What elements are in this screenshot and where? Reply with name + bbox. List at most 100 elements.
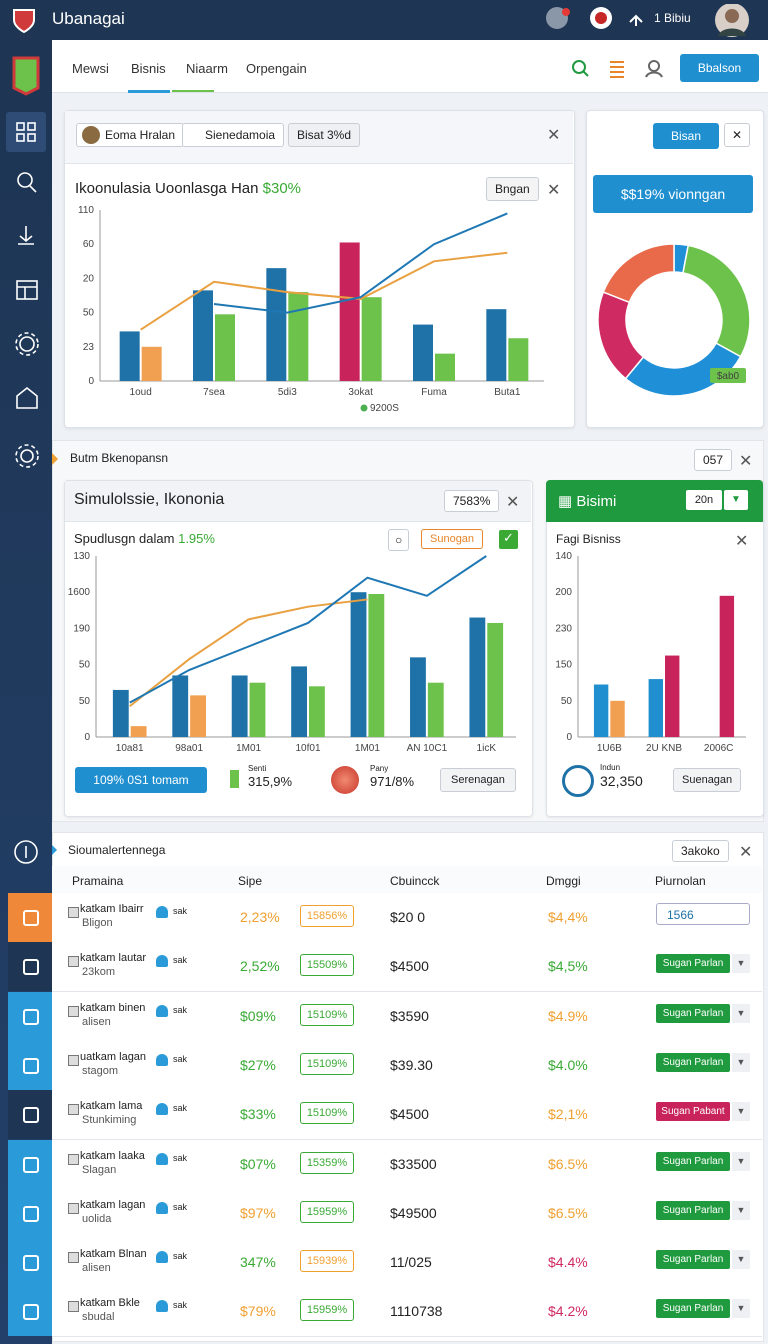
- row-action[interactable]: Sugan Parlan: [656, 1299, 730, 1319]
- footer-action[interactable]: Suenagan: [673, 768, 742, 792]
- y-tick-label: 60: [83, 239, 95, 250]
- tag-icon: [156, 1201, 168, 1214]
- row-dropdown[interactable]: ▼: [732, 1102, 750, 1122]
- value-tag: [710, 368, 746, 383]
- row-action[interactable]: Sugan Parlan: [656, 954, 730, 974]
- user-name[interactable]: 1 Bibiu: [654, 11, 691, 25]
- column-header[interactable]: Sipe: [238, 874, 263, 888]
- bar: [719, 595, 735, 737]
- close-icon[interactable]: ✕: [547, 182, 561, 199]
- nav-tab[interactable]: Mewsi: [72, 61, 109, 76]
- close-icon[interactable]: ✕: [739, 844, 753, 861]
- row-name: katkam binen: [80, 1001, 146, 1014]
- check-button[interactable]: ✓: [499, 530, 518, 549]
- row-dropdown[interactable]: ▼: [732, 1003, 750, 1023]
- row-dropdown[interactable]: ▼: [732, 1052, 750, 1072]
- row-dropdown[interactable]: ▼: [732, 954, 750, 974]
- checkbox[interactable]: [68, 1153, 79, 1165]
- footer-action[interactable]: Serenagan: [440, 768, 516, 792]
- y-tick-label: 0: [566, 732, 572, 743]
- checkbox[interactable]: [68, 1301, 79, 1313]
- checkbox[interactable]: [68, 1252, 79, 1264]
- stat-icon: [331, 766, 359, 794]
- nav-tab[interactable]: Orpengain: [246, 61, 307, 76]
- chart-button[interactable]: Sunogan: [421, 529, 484, 549]
- close-icon[interactable]: ✕: [506, 494, 520, 511]
- row-action[interactable]: 1566: [656, 903, 750, 925]
- x-tick-label: 3okat: [348, 387, 373, 398]
- legend-swatch: [360, 404, 368, 412]
- row-action[interactable]: Sugan Parlan: [656, 1250, 730, 1270]
- banner[interactable]: $$19% vionngan: [593, 175, 753, 213]
- chip[interactable]: Sienedamoia: [182, 123, 285, 147]
- bar: [309, 686, 325, 737]
- row-pct2: $4.0%: [548, 1056, 588, 1073]
- row-side-cell: [8, 1040, 52, 1090]
- y-tick-label: 1600: [68, 587, 91, 598]
- nav-tab[interactable]: Niaarm: [186, 61, 228, 76]
- checkbox[interactable]: [68, 1104, 79, 1116]
- row-tag: sak: [173, 1201, 188, 1212]
- row-dropdown[interactable]: ▼: [732, 1250, 750, 1270]
- row-side-cell: [8, 1238, 52, 1288]
- column-header: Cbuincck: [390, 874, 440, 888]
- chart: 0 50 50 190 1600 130 10a81 98a01 1M01 10f01 1M01 AN…: [68, 551, 516, 754]
- panel-button[interactable]: Bisan: [653, 123, 719, 149]
- row-action[interactable]: Sugan Parlan: [656, 1003, 730, 1023]
- row-pct: $79%: [240, 1303, 276, 1320]
- row-dropdown[interactable]: ▼: [732, 1200, 750, 1220]
- row-tag: sak: [173, 1251, 188, 1262]
- row-badge: 15359%: [300, 1151, 354, 1174]
- row-action[interactable]: Sugan Parlan: [656, 1052, 730, 1072]
- row-dropdown[interactable]: ▼: [732, 1299, 750, 1319]
- donut-segment: [602, 243, 675, 304]
- checkbox[interactable]: [68, 1054, 79, 1066]
- dropdown[interactable]: ▼: [724, 490, 748, 510]
- select[interactable]: 20n: [686, 490, 722, 510]
- subtitle-highlight: 1.95%: [178, 531, 215, 546]
- bar: [141, 346, 162, 381]
- bar: [487, 622, 504, 737]
- nav-tab[interactable]: Bisnis: [131, 61, 166, 76]
- close-icon[interactable]: ✕: [739, 453, 753, 470]
- row-pct2: $4.9%: [548, 1007, 588, 1024]
- row-action[interactable]: Sugan Pabant: [656, 1102, 730, 1122]
- row-sub: alisen: [82, 1015, 111, 1028]
- chart: 0 50 150 230 200 140 1U6B 2U KNB 2006C: [555, 551, 746, 754]
- tab-underline: [172, 90, 214, 92]
- column-header[interactable]: Piurnolan: [655, 874, 706, 888]
- bar: [231, 675, 248, 737]
- subtitle-text: Spudlusgn dalam: [74, 531, 175, 546]
- checkbox[interactable]: [68, 907, 79, 918]
- nav-button[interactable]: Bbalson: [680, 54, 759, 82]
- row-side-cell: [8, 1139, 52, 1189]
- row-side-icon: [23, 1304, 39, 1321]
- checkbox[interactable]: [68, 1005, 79, 1017]
- chart-button[interactable]: Bngan: [486, 177, 539, 201]
- row-action[interactable]: Sugan Parlan: [656, 1200, 730, 1220]
- title-text: Ikoonulasia Uoonlasga Han: [75, 180, 259, 197]
- row-action[interactable]: Sugan Parlan: [656, 1151, 730, 1171]
- bar: [266, 268, 287, 381]
- line: [213, 212, 508, 314]
- nav-icons[interactable]: [568, 56, 668, 82]
- close-icon[interactable]: ✕: [724, 123, 751, 147]
- row-sub: uolida: [82, 1212, 112, 1225]
- checkbox[interactable]: [68, 956, 79, 968]
- stat-label: Indun: [600, 763, 621, 772]
- checkbox[interactable]: [68, 1202, 79, 1214]
- row-sub: sbudal: [82, 1311, 115, 1324]
- y-tick-label: 230: [555, 623, 572, 634]
- footer-button[interactable]: 109% 0S1 tomam: [75, 767, 207, 793]
- table-filter[interactable]: 3akoko: [672, 840, 729, 862]
- row-dropdown[interactable]: ▼: [732, 1151, 750, 1171]
- column-header[interactable]: Dmggi: [546, 874, 581, 888]
- row-name: katkam lama: [80, 1100, 143, 1113]
- row-pct: $97%: [240, 1204, 276, 1221]
- close-icon[interactable]: ✕: [735, 533, 749, 550]
- icon-button[interactable]: ○: [388, 529, 410, 551]
- chip[interactable]: Bisat 3%d: [288, 123, 361, 147]
- row-side-icon: [23, 959, 39, 976]
- close-icon[interactable]: ✕: [547, 127, 561, 144]
